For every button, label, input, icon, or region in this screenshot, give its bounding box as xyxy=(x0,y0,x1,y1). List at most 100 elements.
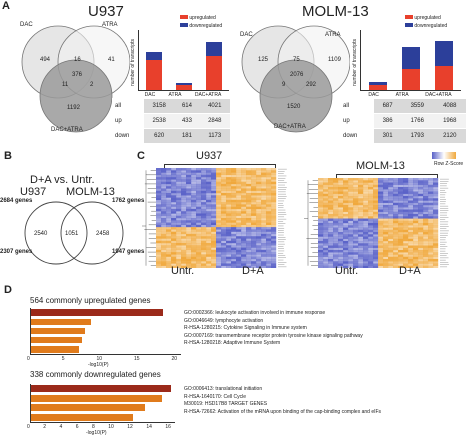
panelc-u937-cell xyxy=(191,249,197,253)
panelc-molm-cell xyxy=(418,225,424,228)
panelc-molm-cell xyxy=(358,263,364,266)
panelc-u937-cell xyxy=(161,263,167,266)
panelc-u937-cell xyxy=(231,215,237,219)
panelc-u937-cell xyxy=(196,254,202,257)
panelc-molm-cell xyxy=(383,211,389,215)
panelc-u937-cell xyxy=(221,181,227,185)
panelc-molm-cell xyxy=(373,225,379,228)
panelc-u937-cell xyxy=(156,233,162,237)
panelc-molm-cell xyxy=(383,227,389,230)
panelc-molm-cell xyxy=(328,247,334,251)
panelc-molm-cell xyxy=(323,191,329,194)
u937-cell: 2848 xyxy=(199,113,230,129)
panelc-u937-cell xyxy=(246,190,252,194)
panelc-u937-cell xyxy=(176,229,182,232)
panelc-u937-cell xyxy=(201,220,207,223)
panelc-molm-cell xyxy=(418,216,424,219)
panelc-u937-cell xyxy=(256,249,262,253)
panelc-u937-cell xyxy=(176,199,182,203)
panelc-u937-cell xyxy=(266,256,272,260)
panelc-u937-cell xyxy=(196,186,202,189)
panelc-u937-cell xyxy=(221,206,227,210)
panelc-u937-cell xyxy=(271,252,277,255)
panelc-u937-dendrogram xyxy=(142,170,156,266)
panelc-molm-cell xyxy=(328,263,334,266)
panelc-u937-cell xyxy=(201,229,207,232)
panelc-u937-cell xyxy=(171,229,177,232)
panelc-molm-cell xyxy=(328,225,334,228)
molm-bar-legend: upregulated downregulated xyxy=(405,14,447,30)
panelc-u937-cell xyxy=(216,238,222,241)
panelc-u937-cell xyxy=(171,254,177,257)
panelc-u937-cell xyxy=(216,256,222,260)
panelc-u937-cell xyxy=(251,177,257,180)
panelc-u937-cell xyxy=(176,261,182,264)
panelc-molm-cell xyxy=(348,259,354,262)
panelc-molm-cell xyxy=(328,261,334,264)
panelc-u937-cell xyxy=(211,233,217,237)
panelc-u937-cell xyxy=(266,220,272,223)
panelc-molm-cell xyxy=(428,227,434,230)
panelc-u937-cell xyxy=(226,231,232,235)
panelc-u937-cell xyxy=(191,181,197,185)
panelc-molm-cell xyxy=(398,196,404,199)
panelc-molm-cell xyxy=(413,254,419,257)
u937-bar-cat-dac: DAC xyxy=(144,92,156,98)
panelc-molm-cell xyxy=(408,265,414,268)
panelc-u937-cell xyxy=(191,240,197,244)
panelc-u937-cell xyxy=(201,252,207,255)
panelc-u937-cell xyxy=(201,265,207,268)
panelc-u937-cell xyxy=(256,252,262,255)
panelc-u937-cell xyxy=(221,188,227,191)
panelc-molm-cell xyxy=(408,202,414,206)
panelc-molm-cell xyxy=(348,182,354,185)
panelc-u937-cell xyxy=(236,206,242,210)
panelc-u937-cell xyxy=(216,249,222,253)
panelc-u937-cell xyxy=(176,252,182,255)
panelc-molm-cell xyxy=(383,245,389,248)
panelc-u937-cell xyxy=(211,211,217,214)
panelc-u937-cell xyxy=(221,174,227,178)
panelb-right-title: MOLM-13 xyxy=(66,186,115,198)
panelc-molm-cell xyxy=(368,184,374,188)
panelc-molm-cell xyxy=(383,241,389,244)
panelc-u937-cell xyxy=(241,174,247,178)
panelc-molm-cell xyxy=(343,234,349,237)
panelc-u937-cell xyxy=(256,224,262,228)
panelc-molm-cell xyxy=(433,196,439,199)
panelc-molm-cell xyxy=(423,184,429,188)
panelc-molm-cell xyxy=(413,191,419,194)
panelc-molm-cell xyxy=(383,234,389,237)
panelc-u937-cell xyxy=(246,172,252,176)
panelc-molm-cell xyxy=(423,191,429,194)
panelc-u937-cell xyxy=(266,238,272,241)
panelc-molm-cell xyxy=(413,225,419,228)
panelc-molm-cell xyxy=(373,180,379,183)
panelc-molm-cell xyxy=(403,250,409,253)
panelc-u937-cell xyxy=(181,177,187,180)
panelc-u937-cell xyxy=(236,218,242,221)
panelc-molm-cell xyxy=(323,180,329,183)
panelc-u937-cell xyxy=(251,222,257,226)
panelc-u937-cell xyxy=(236,227,242,230)
panelc-molm-cell xyxy=(378,252,384,255)
panelc-molm-cell xyxy=(403,198,409,201)
panelc-molm-cell xyxy=(333,178,339,181)
panelc-u937-cell xyxy=(176,202,182,205)
panelc-molm-cell xyxy=(398,232,404,235)
panelc-u937-cell xyxy=(246,188,252,191)
panelc-u937-cell xyxy=(251,238,257,241)
panelc-molm-cell xyxy=(403,252,409,255)
panelc-molm-cell xyxy=(323,223,329,226)
panelc-u937-cell xyxy=(261,222,267,226)
panelc-molm-cell xyxy=(388,261,394,264)
panelc-molm-cell xyxy=(338,234,344,237)
panelc-molm-cell xyxy=(348,180,354,183)
paneld-down-terms: GO:0006413: translational initiation R-H… xyxy=(184,386,381,416)
panelc-molm-cell xyxy=(343,191,349,194)
panelc-u937-cell xyxy=(186,245,192,248)
panelc-molm-cell xyxy=(398,241,404,244)
panelc-molm-cell xyxy=(393,209,399,212)
panelc-molm-cell xyxy=(408,211,414,215)
panelc-molm-cell xyxy=(393,198,399,201)
